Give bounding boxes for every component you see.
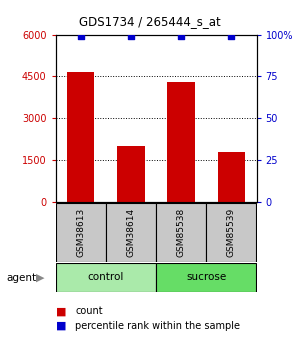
Text: sucrose: sucrose <box>186 273 226 282</box>
Bar <box>167 82 195 202</box>
Point <box>179 33 184 39</box>
Bar <box>206 203 256 262</box>
Text: GSM38613: GSM38613 <box>76 208 85 257</box>
Text: GDS1734 / 265444_s_at: GDS1734 / 265444_s_at <box>79 16 221 29</box>
Text: control: control <box>88 273 124 282</box>
Point <box>128 33 133 39</box>
Text: GSM85539: GSM85539 <box>227 208 236 257</box>
Text: ■: ■ <box>56 306 66 316</box>
Bar <box>156 203 206 262</box>
Text: count: count <box>75 306 103 316</box>
Point <box>78 33 83 39</box>
Bar <box>218 152 245 202</box>
Text: GSM85538: GSM85538 <box>177 208 186 257</box>
Bar <box>106 203 156 262</box>
Text: ■: ■ <box>56 321 66 331</box>
Text: agent: agent <box>6 273 36 283</box>
Text: ▶: ▶ <box>36 273 45 283</box>
Bar <box>67 72 94 202</box>
Point <box>229 33 234 39</box>
Bar <box>56 203 106 262</box>
Bar <box>156 263 256 292</box>
Text: GSM38614: GSM38614 <box>126 208 135 257</box>
Bar <box>56 263 156 292</box>
Bar <box>117 146 145 202</box>
Text: percentile rank within the sample: percentile rank within the sample <box>75 321 240 331</box>
